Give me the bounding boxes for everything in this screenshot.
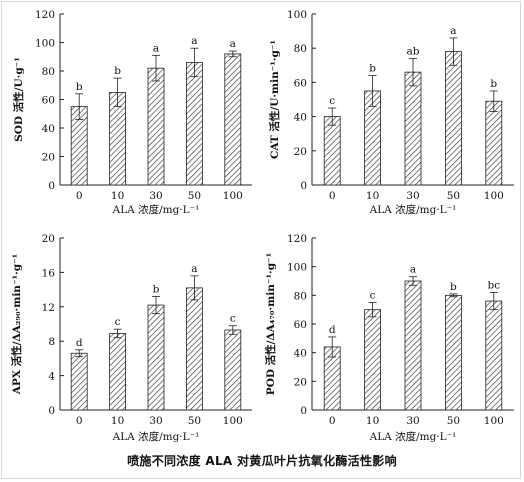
significance-label: a [410,264,416,276]
x-tick-label: 100 [223,190,243,202]
bar [70,352,88,411]
x-tick-label: 30 [149,415,162,427]
bar [364,309,382,411]
y-tick-label: 60 [294,319,307,331]
significance-label: a [153,42,159,54]
significance-label: c [370,290,376,302]
significance-label: b [450,281,457,293]
x-tick-label: 50 [447,190,460,202]
significance-label: c [115,316,121,328]
y-tick-label: 60 [42,95,55,107]
x-tick-label: 30 [406,415,419,427]
y-tick-label: 20 [42,233,55,245]
bar [485,300,503,411]
bar [185,287,203,411]
y-tick-label: 100 [287,262,307,274]
y-tick-label: 12 [42,302,55,314]
bar [109,333,126,411]
y-tick-label: 80 [294,43,307,55]
x-axis-title: ALA 浓度/mg·L⁻¹ [112,430,200,443]
x-tick-label: 10 [111,190,124,202]
bar [404,71,422,186]
y-tick-label: 60 [294,77,307,89]
x-tick-label: 10 [111,415,124,427]
bar [185,62,203,186]
bar [224,329,242,411]
x-tick-label: 50 [447,415,460,427]
significance-label: b [76,81,83,93]
significance-label: b [369,63,376,75]
y-tick-label: 120 [35,9,55,21]
x-tick-label: 30 [149,190,162,202]
pod-chart: 0 20 40 60 80 100 120 0 d 10 c 30 a 50 b 100 bc POD 活性/ΔA… [264,233,514,443]
y-tick-label: 40 [42,123,55,135]
bar [147,67,165,186]
x-tick-label: 0 [329,190,336,202]
x-tick-label: 100 [484,190,504,202]
y-tick-label: 0 [48,405,55,417]
significance-label: d [329,324,336,336]
y-tick-label: 8 [48,336,55,348]
significance-label: a [230,38,236,50]
x-tick-label: 0 [76,190,83,202]
bar [224,53,242,186]
x-axis-title: ALA 浓度/mg·L⁻¹ [369,203,457,216]
x-tick-label: 100 [223,415,243,427]
bar [147,304,165,411]
y-tick-label: 20 [294,146,307,158]
significance-label: b [490,78,497,90]
sod-chart: 0 20 40 60 80 100 120 0 b 10 b 30 a 50 a 100 a SOD 活性/U·g… [12,9,252,216]
y-tick-label: 100 [35,38,55,50]
y-tick-label: 16 [42,267,56,279]
x-axis-title: ALA 浓度/mg·L⁻¹ [112,203,200,216]
x-tick-label: 10 [366,415,379,427]
x-tick-label: 10 [366,190,379,202]
cat-chart: 0 20 40 60 80 100 0 c 10 b 30 ab 50 a 100 b CAT 活性/U·min… [268,9,514,216]
x-tick-label: 100 [484,415,504,427]
significance-label: a [191,35,197,47]
y-tick-label: 120 [287,233,307,245]
x-tick-label: 0 [76,415,83,427]
significance-label: bc [487,279,500,291]
x-tick-label: 0 [329,415,336,427]
significance-label: b [114,65,121,77]
bar [323,116,341,186]
apx-chart: 0 4 8 12 16 20 0 d 10 c 30 b 50 a 100 c APX 活性/ΔA₂₉₀·min… [10,233,252,443]
bar [444,294,462,411]
significance-label: a [191,263,197,275]
y-tick-label: 80 [294,290,307,302]
y-axis-title: CAT 活性/U·min⁻¹·g⁻¹ [268,40,281,159]
x-tick-label: 50 [188,190,201,202]
y-axis-title: SOD 活性/U·g⁻¹ [12,57,25,142]
y-tick-label: 4 [48,371,55,383]
significance-label: c [329,95,335,107]
y-tick-label: 80 [42,66,55,78]
significance-label: d [76,337,83,349]
y-axis-title: APX 活性/ΔA₂₉₀·min⁻¹·g⁻¹ [10,254,23,395]
y-tick-label: 20 [42,152,55,164]
bar [485,100,503,186]
significance-label: c [230,313,236,325]
significance-label: b [153,283,160,295]
y-tick-label: 0 [48,180,55,192]
significance-label: ab [407,45,420,57]
y-tick-label: 0 [300,180,307,192]
figure-caption: 喷施不同浓度 ALA 对黄瓜叶片抗氧化酶活性影响 [127,454,397,468]
x-tick-label: 30 [406,190,419,202]
y-tick-label: 20 [294,376,307,388]
y-tick-label: 0 [300,405,307,417]
x-tick-label: 50 [188,415,201,427]
y-tick-label: 100 [287,9,307,21]
x-axis-title: ALA 浓度/mg·L⁻¹ [369,430,457,443]
significance-label: a [450,25,456,37]
bar [444,51,462,186]
y-tick-label: 40 [294,112,307,124]
y-tick-label: 40 [294,348,307,360]
bar [404,280,422,411]
y-axis-title: POD 活性/ΔA₄₇₀·min⁻¹·g⁻¹ [264,253,277,395]
